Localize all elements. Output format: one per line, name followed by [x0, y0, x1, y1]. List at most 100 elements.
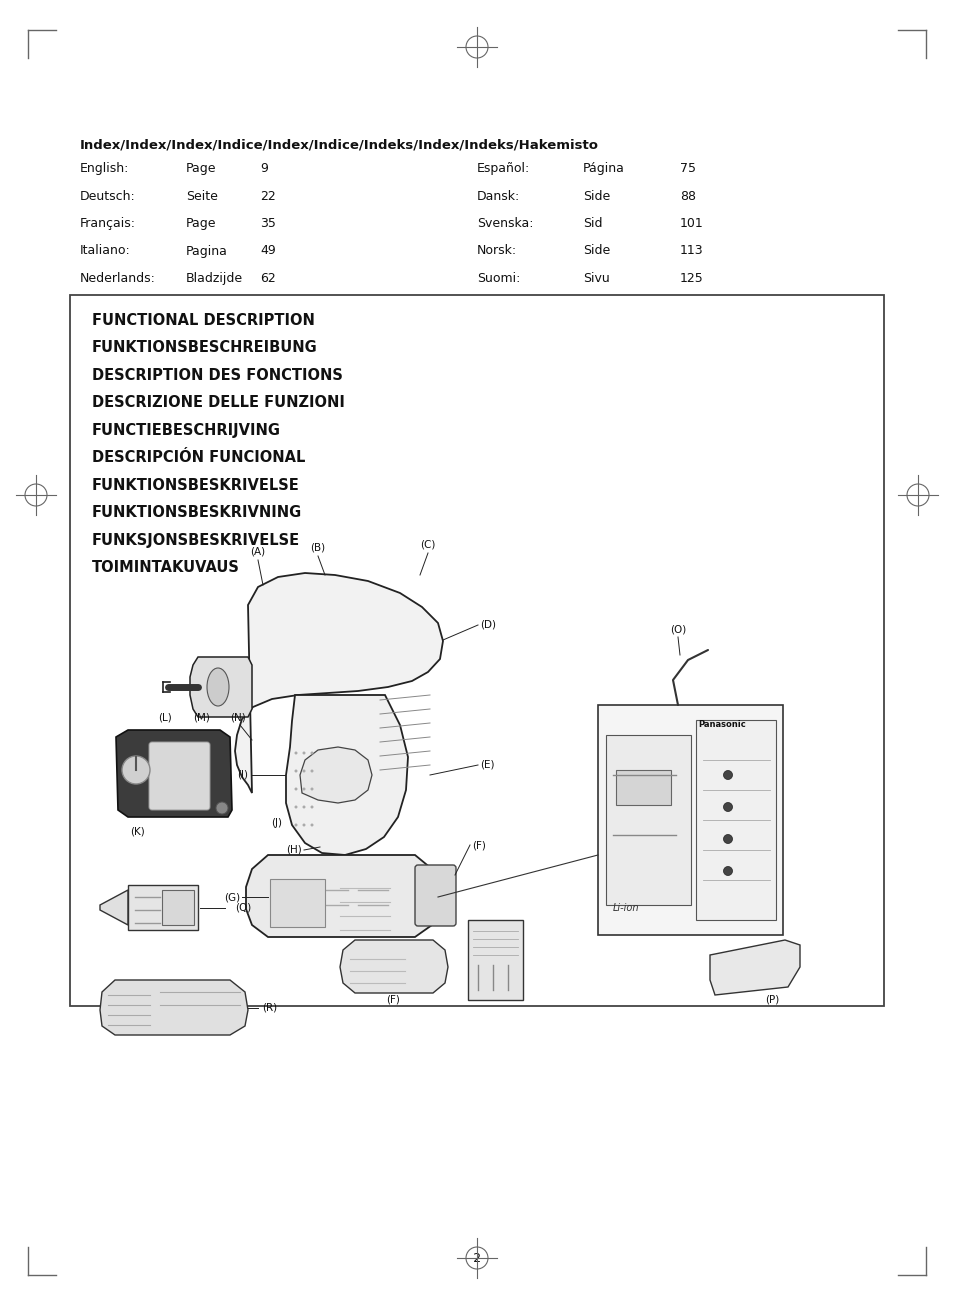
Text: FUNKSJONSBESKRIVELSE: FUNKSJONSBESKRIVELSE	[91, 532, 300, 548]
Circle shape	[310, 823, 314, 826]
Text: 62: 62	[260, 271, 275, 284]
Text: – 2 –: – 2 –	[462, 1251, 491, 1265]
Polygon shape	[339, 940, 448, 993]
Circle shape	[294, 805, 297, 809]
Circle shape	[722, 834, 732, 843]
Bar	[598, 705, 782, 934]
Circle shape	[294, 752, 297, 754]
Polygon shape	[234, 573, 442, 793]
Circle shape	[302, 823, 305, 826]
Text: FUNKTIONSBESKRIVNING: FUNKTIONSBESKRIVNING	[91, 505, 302, 521]
Text: 35: 35	[260, 217, 275, 230]
Text: Deutsch:: Deutsch:	[80, 189, 135, 202]
Circle shape	[294, 823, 297, 826]
Circle shape	[215, 803, 228, 814]
Circle shape	[302, 770, 305, 773]
Text: (Q): (Q)	[234, 903, 251, 914]
Polygon shape	[100, 890, 128, 925]
Text: (E): (E)	[479, 760, 494, 770]
Text: Pagina: Pagina	[186, 244, 228, 257]
Bar	[70, 295, 883, 1006]
Text: (I): (I)	[236, 770, 248, 780]
Text: Bladzijde: Bladzijde	[186, 271, 243, 284]
Text: (F): (F)	[386, 994, 399, 1005]
Bar	[605, 735, 690, 904]
Text: Page: Page	[186, 217, 216, 230]
Text: DESCRIPTION DES FONCTIONS: DESCRIPTION DES FONCTIONS	[91, 368, 342, 382]
Circle shape	[722, 770, 732, 779]
Text: 49: 49	[260, 244, 275, 257]
Circle shape	[294, 770, 297, 773]
Polygon shape	[299, 746, 372, 803]
Text: (L): (L)	[158, 713, 172, 723]
Text: 22: 22	[260, 189, 275, 202]
Text: Svenska:: Svenska:	[476, 217, 533, 230]
Text: (R): (R)	[262, 1004, 276, 1013]
Text: (P): (P)	[764, 994, 779, 1005]
Bar	[616, 770, 670, 805]
Polygon shape	[116, 729, 232, 817]
Bar	[696, 720, 775, 920]
Text: FUNCTIONAL DESCRIPTION: FUNCTIONAL DESCRIPTION	[91, 313, 314, 328]
Text: 101: 101	[679, 217, 703, 230]
Polygon shape	[100, 980, 248, 1035]
FancyBboxPatch shape	[415, 865, 456, 927]
Circle shape	[302, 787, 305, 791]
Circle shape	[310, 770, 314, 773]
Text: (O): (O)	[669, 625, 685, 636]
Circle shape	[302, 805, 305, 809]
Text: Dansk:: Dansk:	[476, 189, 519, 202]
Bar	[468, 920, 522, 1000]
Text: (G): (G)	[224, 893, 240, 902]
Text: 9: 9	[260, 162, 268, 175]
Circle shape	[722, 867, 732, 876]
FancyBboxPatch shape	[149, 743, 210, 810]
Text: Li-ion: Li-ion	[613, 903, 639, 914]
Circle shape	[722, 803, 732, 812]
Text: Panasonic: Panasonic	[698, 720, 745, 729]
Text: (J): (J)	[271, 818, 282, 827]
Bar	[162, 890, 193, 925]
Text: DESCRIZIONE DELLE FUNZIONI: DESCRIZIONE DELLE FUNZIONI	[91, 395, 345, 411]
Circle shape	[294, 787, 297, 791]
Bar	[270, 880, 325, 927]
Circle shape	[310, 787, 314, 791]
Text: (M): (M)	[193, 713, 211, 723]
Text: 88: 88	[679, 189, 696, 202]
Text: English:: English:	[80, 162, 130, 175]
Text: Sid: Sid	[582, 217, 602, 230]
Text: Side: Side	[582, 189, 610, 202]
Text: 75: 75	[679, 162, 696, 175]
Text: Español:: Español:	[476, 162, 530, 175]
Text: Suomi:: Suomi:	[476, 271, 519, 284]
Text: (H): (H)	[286, 846, 302, 855]
Text: DESCRIPCIÓN FUNCIONAL: DESCRIPCIÓN FUNCIONAL	[91, 450, 305, 466]
Text: FUNCTIEBESCHRIJVING: FUNCTIEBESCHRIJVING	[91, 423, 281, 438]
Text: (D): (D)	[479, 620, 496, 630]
Text: Norsk:: Norsk:	[476, 244, 517, 257]
Text: Side: Side	[582, 244, 610, 257]
Text: (N): (N)	[230, 713, 246, 723]
Text: FUNKTIONSBESCHREIBUNG: FUNKTIONSBESCHREIBUNG	[91, 341, 317, 355]
Bar	[128, 885, 198, 930]
Circle shape	[310, 752, 314, 754]
Text: (B): (B)	[310, 543, 325, 553]
Circle shape	[310, 805, 314, 809]
Text: 125: 125	[679, 271, 703, 284]
Text: Index/Index/Index/Indice/Index/Indice/Indeks/Index/Indeks/Hakemisto: Index/Index/Index/Indice/Index/Indice/In…	[80, 138, 598, 151]
Text: 113: 113	[679, 244, 703, 257]
Circle shape	[302, 752, 305, 754]
Text: Français:: Français:	[80, 217, 136, 230]
Text: Seite: Seite	[186, 189, 217, 202]
Polygon shape	[286, 696, 408, 855]
Text: (A): (A)	[251, 547, 265, 557]
Text: (C): (C)	[420, 540, 436, 549]
Text: TOIMINTAKUVAUS: TOIMINTAKUVAUS	[91, 561, 239, 576]
Text: Nederlands:: Nederlands:	[80, 271, 155, 284]
Text: (F): (F)	[472, 840, 485, 850]
Text: Sivu: Sivu	[582, 271, 609, 284]
Polygon shape	[190, 656, 252, 716]
Text: Page: Page	[186, 162, 216, 175]
Text: Página: Página	[582, 162, 624, 175]
Polygon shape	[709, 940, 800, 994]
